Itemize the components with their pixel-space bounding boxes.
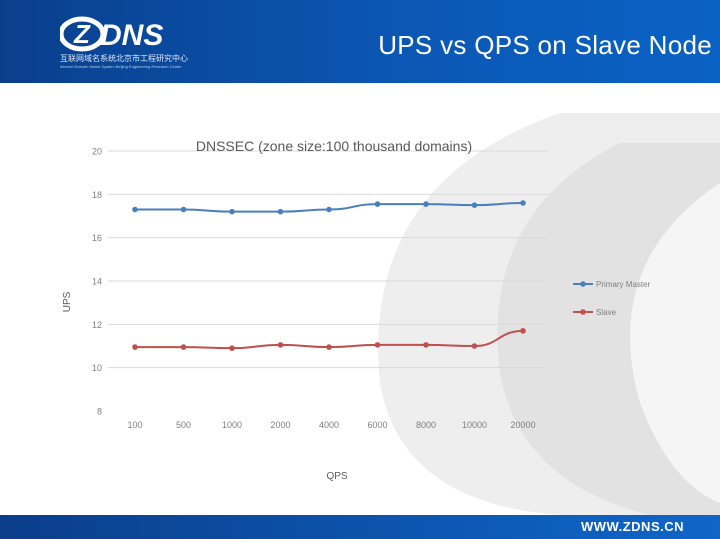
slide-header: Z DNS 互联网域名系统北京市工程研究中心 Internet Domain N… <box>0 0 720 83</box>
y-tick-label: 16 <box>92 233 102 243</box>
y-tick-label: 12 <box>92 320 102 330</box>
x-tick-label: 20000 <box>510 420 535 430</box>
data-point <box>229 345 235 351</box>
y-tick-label: 18 <box>92 190 102 200</box>
data-point <box>520 200 526 206</box>
slide-title: UPS vs QPS on Slave Node <box>378 30 712 60</box>
data-point <box>229 208 235 215</box>
logo-subtitle-en: Internet Domain Name System Beijing Engi… <box>60 64 182 69</box>
footer-url: WWW.ZDNS.CN <box>581 519 684 534</box>
x-axis-label: QPS <box>326 471 347 482</box>
data-point <box>132 344 138 350</box>
data-point <box>326 344 332 350</box>
x-tick-label: 500 <box>176 420 191 430</box>
y-tick-label: 8 <box>97 407 102 417</box>
data-point <box>374 342 381 348</box>
data-point <box>423 342 429 348</box>
zdns-logo-icon: Z DNS <box>60 16 163 52</box>
data-point <box>277 208 284 215</box>
data-point <box>520 328 526 334</box>
y-tick-label: 10 <box>92 363 102 373</box>
chart-legend: Primary Master Slave <box>573 280 651 317</box>
background-swoosh <box>378 113 720 515</box>
legend-label: Primary Master <box>596 280 651 289</box>
data-point <box>277 342 284 348</box>
x-tick-label: 8000 <box>416 420 436 430</box>
logo-subtitle-cn: 互联网域名系统北京市工程研究中心 <box>60 54 188 63</box>
logo-text: DNS <box>100 19 163 52</box>
x-tick-label: 100 <box>127 420 142 430</box>
y-tick-label: 20 <box>92 147 102 157</box>
data-point <box>180 344 187 350</box>
y-axis-label: UPS <box>62 291 73 312</box>
legend-label: Slave <box>596 308 617 317</box>
svg-text:Z: Z <box>73 19 91 49</box>
data-point <box>326 206 332 213</box>
x-tick-label: 1000 <box>222 420 242 430</box>
chart-title: DNSSEC (zone size:100 thousand domains) <box>196 138 472 154</box>
y-tick-label: 14 <box>92 277 102 287</box>
data-point <box>471 202 478 208</box>
ups-qps-chart: 8 10 12 14 16 18 20 100 500 1000 2000 4000 6000 8000… <box>62 138 651 482</box>
data-point <box>180 206 187 213</box>
slide-footer: WWW.ZDNS.CN <box>0 515 720 539</box>
x-tick-label: 6000 <box>367 420 387 430</box>
legend-marker <box>580 281 586 287</box>
x-tick-label: 10000 <box>462 420 487 430</box>
x-tick-label: 2000 <box>270 420 290 430</box>
data-point <box>423 201 429 207</box>
legend-marker <box>580 309 586 315</box>
data-point <box>132 206 138 213</box>
data-point <box>471 343 478 349</box>
data-point <box>374 201 381 207</box>
x-tick-label: 4000 <box>319 420 339 430</box>
